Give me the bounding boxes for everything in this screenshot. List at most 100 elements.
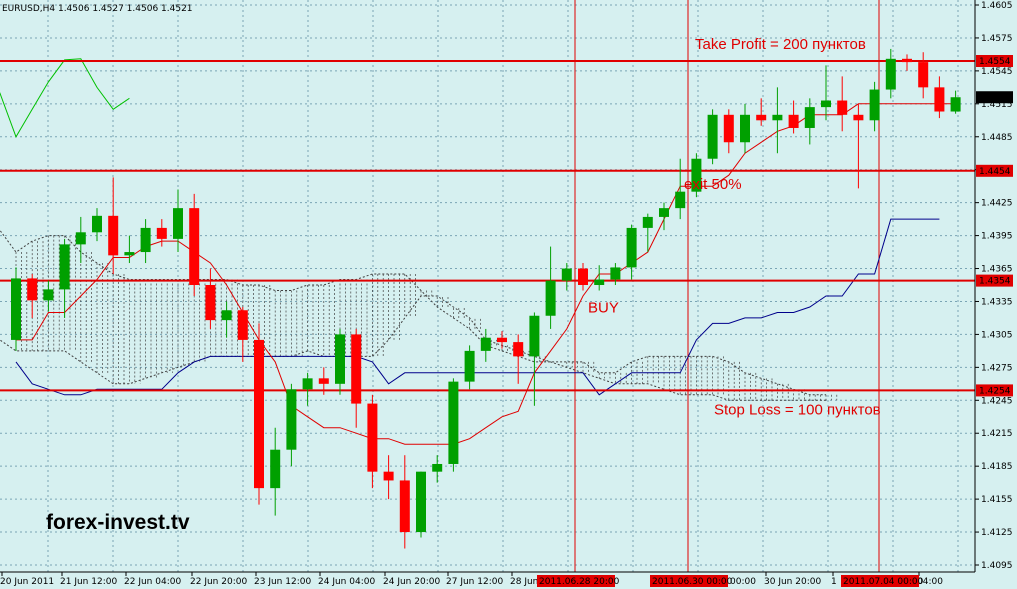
candle[interactable] xyxy=(92,208,102,242)
time-tick-label: 23 Jun 12:00 xyxy=(254,577,311,587)
candle[interactable] xyxy=(124,235,135,264)
candle-body xyxy=(561,268,572,281)
time-highlight-label: 2011.06.28 20:00 xyxy=(539,577,620,587)
candle[interactable] xyxy=(561,263,572,291)
candle-body xyxy=(189,208,200,285)
candle[interactable] xyxy=(302,372,313,406)
candle[interactable] xyxy=(237,306,248,362)
candle[interactable] xyxy=(318,367,329,395)
candle-body xyxy=(173,208,183,239)
candle[interactable] xyxy=(286,383,297,467)
candle[interactable] xyxy=(772,87,783,154)
candle[interactable] xyxy=(675,158,686,220)
candle[interactable] xyxy=(75,216,86,264)
price-tick-label: 1.4575 xyxy=(981,34,1013,44)
candle[interactable] xyxy=(432,455,443,483)
price-tick-label: 1.4125 xyxy=(981,528,1013,538)
candle-body xyxy=(480,337,491,351)
candle[interactable] xyxy=(740,103,750,154)
candle[interactable] xyxy=(189,193,200,296)
candle[interactable] xyxy=(902,54,912,71)
candle[interactable] xyxy=(610,263,621,285)
candle-body xyxy=(723,114,734,143)
candle-body xyxy=(707,114,718,159)
candle[interactable] xyxy=(788,100,799,134)
time-tick-label: 20 Jun 2011 xyxy=(0,577,54,587)
candle[interactable] xyxy=(853,103,864,189)
candle[interactable] xyxy=(529,312,540,406)
level-price-box xyxy=(976,274,1013,287)
candle[interactable] xyxy=(950,90,961,114)
candle-body xyxy=(124,252,135,256)
candle[interactable] xyxy=(934,76,945,119)
candle-body xyxy=(626,227,637,268)
candle[interactable] xyxy=(11,267,21,351)
candle[interactable] xyxy=(270,427,281,516)
candle[interactable] xyxy=(173,189,183,253)
price-tick-label: 1.4305 xyxy=(981,330,1013,340)
level-price-box xyxy=(976,55,1013,67)
candle[interactable] xyxy=(205,268,216,329)
candle[interactable] xyxy=(626,224,637,280)
candle[interactable] xyxy=(642,213,653,253)
candle[interactable] xyxy=(416,471,426,538)
candle[interactable] xyxy=(513,334,524,384)
candle-body xyxy=(432,463,443,472)
candle-body xyxy=(399,480,410,533)
candle[interactable] xyxy=(59,238,70,318)
candle[interactable] xyxy=(480,328,491,362)
candle[interactable] xyxy=(497,331,507,349)
candle[interactable] xyxy=(594,265,605,291)
price-tick-label: 1.4605 xyxy=(981,1,1013,11)
candle[interactable] xyxy=(723,109,734,154)
candle[interactable] xyxy=(756,98,767,126)
candle[interactable] xyxy=(869,81,880,132)
candle-body xyxy=(934,87,945,112)
candle[interactable] xyxy=(221,301,232,338)
candle[interactable] xyxy=(399,455,410,549)
level-annotation: exit 50% xyxy=(684,176,742,193)
candle[interactable] xyxy=(464,345,475,390)
price-tick-label: 1.4095 xyxy=(981,561,1013,571)
candle-body xyxy=(448,381,459,464)
price-tick-label: 1.4215 xyxy=(981,429,1013,439)
level-annotation: BUY xyxy=(588,300,619,317)
candle[interactable] xyxy=(27,274,38,318)
candle[interactable] xyxy=(351,328,362,428)
candle[interactable] xyxy=(108,177,119,275)
candle[interactable] xyxy=(383,455,394,500)
candle[interactable] xyxy=(707,109,718,165)
price-tick-label: 1.4545 xyxy=(981,67,1013,77)
candle[interactable] xyxy=(367,394,378,489)
candle[interactable] xyxy=(43,280,54,312)
candle[interactable] xyxy=(821,65,831,121)
ichimoku-cloud xyxy=(0,229,838,401)
candle[interactable] xyxy=(254,323,264,505)
time-highlight-box xyxy=(537,575,615,587)
candle[interactable] xyxy=(804,98,815,145)
candle[interactable] xyxy=(659,202,669,231)
candle-body xyxy=(383,471,394,481)
candle[interactable] xyxy=(885,48,896,99)
candle[interactable] xyxy=(156,219,167,247)
candle-body xyxy=(43,289,54,301)
time-tick-label: 30 Jun 20:00 xyxy=(764,577,821,587)
price-tick-label: 1.4245 xyxy=(981,396,1013,406)
price-tick-label: 1.4425 xyxy=(981,199,1013,209)
time-tick-label: 24 Jun 04:00 xyxy=(318,577,375,587)
candle[interactable] xyxy=(335,328,345,395)
candle[interactable] xyxy=(545,246,556,329)
current-price-label: 1.4521 xyxy=(979,93,1011,103)
candle-body xyxy=(302,378,313,390)
candle[interactable] xyxy=(448,378,459,472)
candle-body xyxy=(642,216,653,228)
price-tick-label: 1.4335 xyxy=(981,297,1013,307)
candle[interactable] xyxy=(140,219,151,264)
candle[interactable] xyxy=(918,52,929,99)
candle[interactable] xyxy=(837,76,848,132)
candle[interactable] xyxy=(578,263,588,291)
candle-body xyxy=(11,278,21,340)
candle[interactable] xyxy=(691,153,702,198)
